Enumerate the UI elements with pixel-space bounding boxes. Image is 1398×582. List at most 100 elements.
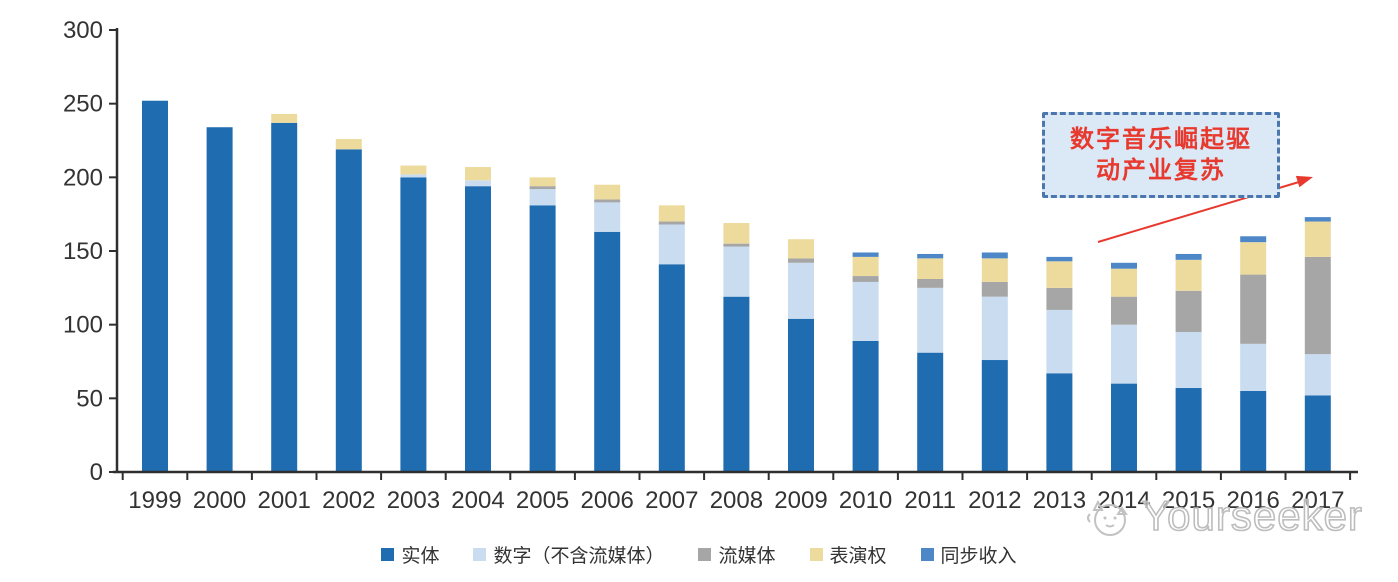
bar-segment-2002	[335, 149, 362, 472]
x-tick-label: 2012	[968, 487, 1021, 514]
bar-segment-2011	[917, 287, 944, 353]
bar-segment-2008	[723, 223, 750, 244]
bar-segment-2010	[852, 281, 879, 341]
y-tick-label: 250	[63, 91, 103, 118]
legend-swatch-icon	[809, 547, 823, 561]
x-tick-label: 2003	[387, 487, 440, 514]
x-tick-label: 2000	[193, 487, 246, 514]
bar-segment-2013	[1046, 373, 1073, 472]
bar-segment-2010	[852, 256, 879, 277]
annotation-box: 数字音乐崛起驱 动产业复苏	[1042, 112, 1280, 198]
bar-segment-2013	[1046, 309, 1073, 374]
bar-segment-2013	[1046, 287, 1073, 310]
bar-segment-1999	[142, 100, 168, 472]
bar-segment-2004	[465, 180, 491, 187]
bar-segment-2008	[723, 243, 750, 247]
bar-segment-2012	[981, 360, 1008, 472]
bar-segment-2013	[1046, 256, 1073, 262]
bar-segment-2009	[788, 239, 814, 259]
bar-segment-2015	[1175, 253, 1202, 260]
bar-segment-2012	[981, 281, 1008, 297]
bar-segment-2009	[788, 318, 814, 472]
bar-segment-2007	[658, 221, 685, 225]
x-tick-label: 2005	[516, 487, 569, 514]
bar-segment-2002	[335, 139, 362, 150]
bar-segment-2014	[1111, 296, 1137, 325]
bar-segment-2001	[271, 113, 298, 123]
bar-segment-2016	[1240, 274, 1267, 344]
bar-segment-2014	[1111, 262, 1137, 269]
bar-segment-2010	[852, 276, 879, 282]
bar-segment-2014	[1111, 324, 1137, 384]
y-tick-label: 200	[63, 164, 103, 191]
x-tick-label: 2015	[1162, 487, 1215, 514]
annotation-arrow-head	[1295, 175, 1313, 188]
legend: 实体 数字（不含流媒体） 流媒体 表演权 同步收入	[0, 538, 1398, 570]
x-tick-label: 2001	[258, 487, 311, 514]
bar-segment-2011	[917, 278, 944, 288]
x-tick-label: 2006	[581, 487, 634, 514]
y-tick-label: 0	[90, 459, 103, 486]
bar-segment-2015	[1175, 259, 1202, 291]
bar-segment-2014	[1111, 383, 1137, 472]
bar-segment-2000	[206, 127, 233, 473]
bar-segment-2017	[1304, 256, 1331, 355]
bar-segment-2003	[400, 165, 427, 175]
bar-segment-2015	[1175, 388, 1202, 472]
bar-segment-2007	[658, 264, 685, 472]
x-tick-label: 2004	[451, 487, 504, 514]
bar-segment-2013	[1046, 261, 1073, 288]
bar-segment-2005	[529, 177, 556, 187]
bar-segment-2010	[852, 340, 879, 472]
legend-label: 同步收入	[940, 545, 1017, 567]
bar-segment-2006	[594, 231, 621, 472]
annotation-text-line1: 数字音乐崛起驱	[1070, 125, 1252, 153]
x-tick-label: 2013	[1033, 487, 1086, 514]
legend-label: 数字（不含流媒体）	[493, 545, 665, 567]
legend-item: 流媒体	[698, 541, 776, 568]
bar-segment-2010	[852, 252, 879, 257]
y-tick-label: 50	[76, 385, 103, 412]
legend-swatch-icon	[920, 547, 934, 561]
bar-segment-2012	[981, 258, 1008, 282]
bar-segment-2007	[658, 224, 685, 265]
legend-item: 数字（不含流媒体）	[473, 541, 664, 568]
bar-segment-2017	[1304, 217, 1331, 222]
bar-segment-2011	[917, 352, 944, 472]
bar-segment-2016	[1240, 390, 1267, 472]
bar-segment-2001	[271, 122, 298, 472]
bar-segment-2015	[1175, 290, 1202, 333]
annotation-text-line2: 动产业复苏	[1096, 157, 1226, 184]
legend-item: 实体	[381, 541, 439, 568]
y-tick-label: 100	[63, 312, 103, 339]
bar-segment-2005	[529, 186, 556, 190]
bar-segment-2007	[658, 205, 685, 222]
bar-segment-2008	[723, 296, 750, 472]
bar-segment-2016	[1240, 236, 1267, 243]
legend-item: 表演权	[809, 541, 887, 568]
legend-label: 实体	[401, 545, 440, 567]
bar-segment-2006	[594, 202, 621, 232]
bar-segment-2012	[981, 252, 1008, 259]
bar-segment-2011	[917, 253, 944, 259]
x-tick-label: 2009	[774, 487, 827, 514]
legend-swatch-icon	[698, 547, 712, 561]
legend-swatch-icon	[473, 547, 487, 561]
legend-label: 流媒体	[718, 545, 776, 567]
bar-segment-2003	[400, 174, 427, 178]
x-tick-label: 2002	[322, 487, 375, 514]
bar-segment-2009	[788, 258, 814, 263]
bar-segment-2005	[529, 189, 556, 206]
bar-segment-2017	[1304, 395, 1331, 472]
x-tick-label: 2008	[710, 487, 763, 514]
legend-label: 表演权	[829, 545, 887, 567]
bar-segment-2017	[1304, 354, 1331, 396]
bar-segment-2009	[788, 262, 814, 319]
bar-segment-2006	[594, 184, 621, 200]
bar-segment-2008	[723, 246, 750, 297]
y-tick-label: 300	[63, 17, 103, 44]
bar-segment-2016	[1240, 343, 1267, 391]
x-tick-label: 2016	[1227, 487, 1280, 514]
